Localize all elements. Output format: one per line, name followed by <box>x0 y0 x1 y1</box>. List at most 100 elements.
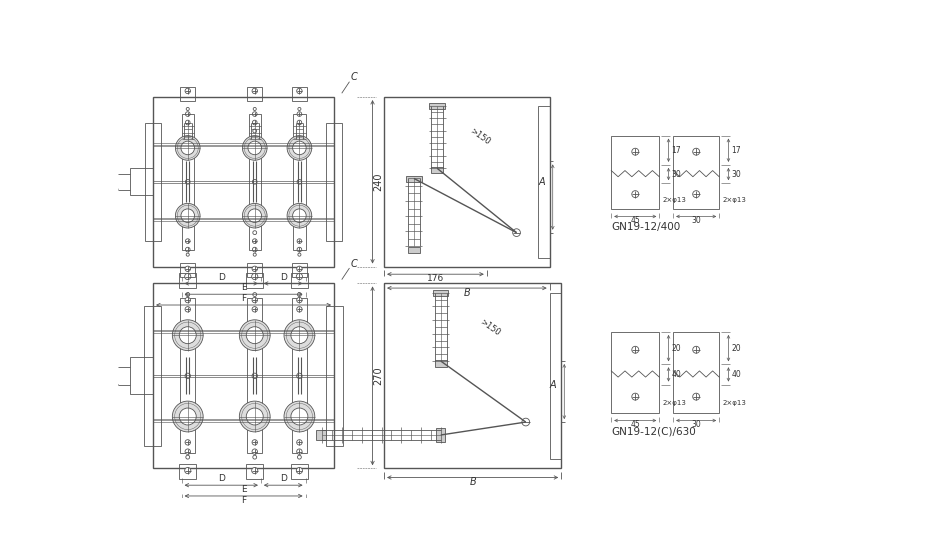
Circle shape <box>297 239 302 243</box>
Circle shape <box>296 307 302 312</box>
Bar <box>434 361 446 367</box>
Bar <box>435 428 445 442</box>
Bar <box>179 463 196 479</box>
Bar <box>291 87 307 101</box>
Text: GN19-12/400: GN19-12/400 <box>611 222 680 233</box>
Circle shape <box>692 393 699 400</box>
Circle shape <box>181 209 194 222</box>
Circle shape <box>185 307 190 312</box>
Circle shape <box>239 320 270 350</box>
Text: 20: 20 <box>730 344 741 353</box>
Text: C: C <box>351 258 357 268</box>
Circle shape <box>246 326 263 344</box>
Text: A: A <box>548 380 555 390</box>
Bar <box>180 299 195 453</box>
Bar <box>407 247 419 253</box>
Circle shape <box>185 88 190 94</box>
Circle shape <box>252 239 257 243</box>
Bar <box>326 306 343 446</box>
Bar <box>432 290 448 296</box>
Bar <box>247 87 262 101</box>
Text: 40: 40 <box>730 370 741 379</box>
Circle shape <box>185 266 190 272</box>
Circle shape <box>296 467 303 473</box>
Circle shape <box>186 239 190 243</box>
Circle shape <box>284 401 315 432</box>
Circle shape <box>181 141 194 155</box>
Text: D: D <box>279 273 287 282</box>
Circle shape <box>173 320 203 350</box>
Circle shape <box>287 136 312 160</box>
Circle shape <box>290 326 307 344</box>
Circle shape <box>251 266 257 272</box>
Circle shape <box>251 273 258 280</box>
Text: F: F <box>240 294 246 303</box>
Circle shape <box>296 449 302 454</box>
Text: C: C <box>351 72 357 82</box>
Circle shape <box>186 120 190 125</box>
Circle shape <box>179 408 196 425</box>
Circle shape <box>185 273 190 280</box>
Text: >150: >150 <box>478 317 502 337</box>
Circle shape <box>251 467 258 473</box>
Circle shape <box>186 112 190 116</box>
Text: 40: 40 <box>671 370 680 379</box>
Text: B: B <box>463 288 470 298</box>
Circle shape <box>287 203 312 228</box>
Bar <box>549 293 561 459</box>
Bar <box>673 332 718 413</box>
Text: 30: 30 <box>730 169 741 178</box>
Bar <box>429 103 445 109</box>
Bar <box>247 299 262 453</box>
Circle shape <box>296 297 302 303</box>
Bar <box>144 306 161 446</box>
Circle shape <box>297 247 302 252</box>
Circle shape <box>179 326 196 344</box>
Bar <box>247 263 262 277</box>
Circle shape <box>251 449 257 454</box>
Circle shape <box>296 88 302 94</box>
Bar <box>153 283 334 468</box>
Bar <box>383 97 549 267</box>
Bar <box>246 273 263 288</box>
Circle shape <box>290 408 307 425</box>
Bar <box>537 106 549 258</box>
Text: 17: 17 <box>671 146 680 155</box>
Circle shape <box>292 209 306 222</box>
Circle shape <box>185 297 190 303</box>
Circle shape <box>692 148 699 155</box>
Text: 30: 30 <box>690 216 701 225</box>
Bar <box>673 136 718 209</box>
Text: 270: 270 <box>373 367 383 385</box>
Bar <box>153 97 334 267</box>
Text: D: D <box>217 475 225 484</box>
Circle shape <box>297 112 302 116</box>
Text: 20: 20 <box>671 344 680 353</box>
Bar <box>383 283 561 468</box>
Text: 30: 30 <box>690 420 701 429</box>
Circle shape <box>284 320 315 350</box>
Circle shape <box>251 440 257 445</box>
Bar <box>326 122 342 241</box>
Circle shape <box>631 393 638 400</box>
Circle shape <box>185 449 190 454</box>
Circle shape <box>185 467 190 473</box>
Circle shape <box>251 88 257 94</box>
Circle shape <box>251 297 257 303</box>
Bar <box>181 114 194 249</box>
Bar <box>291 299 307 453</box>
Circle shape <box>297 120 302 125</box>
Circle shape <box>175 136 200 160</box>
Bar <box>431 167 443 173</box>
Text: A: A <box>537 177 544 187</box>
Circle shape <box>292 141 306 155</box>
Circle shape <box>246 408 263 425</box>
Bar <box>130 168 153 195</box>
Circle shape <box>296 266 302 272</box>
Circle shape <box>692 191 699 197</box>
Text: F: F <box>240 496 246 505</box>
Circle shape <box>252 247 257 252</box>
Text: 30: 30 <box>671 169 680 178</box>
Bar <box>130 357 153 394</box>
Circle shape <box>296 440 302 445</box>
